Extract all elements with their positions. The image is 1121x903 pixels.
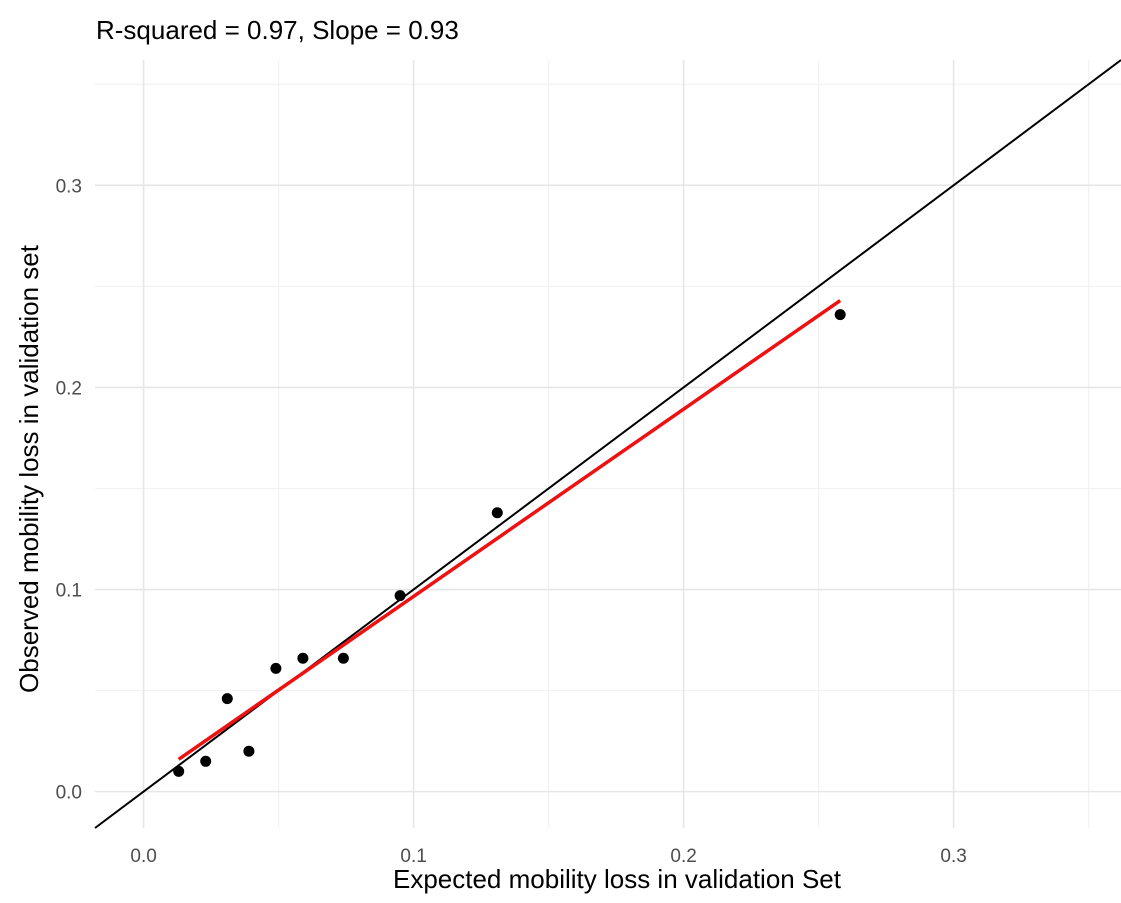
x-tick-label: 0.1 — [400, 846, 426, 867]
data-point — [394, 590, 406, 602]
identity-reference-line — [94, 59, 1121, 829]
x-axis-ticks: 0.0 0.1 0.2 0.3 — [130, 846, 966, 867]
y-tick-label: 0.1 — [56, 581, 82, 602]
data-point — [834, 309, 846, 321]
lines — [94, 59, 1121, 829]
x-tick-label: 0.3 — [940, 846, 966, 867]
data-point — [270, 662, 282, 674]
data-point — [491, 507, 503, 519]
minor-gridlines — [95, 60, 1121, 828]
data-point — [297, 652, 309, 664]
data-point — [243, 745, 255, 757]
y-axis-label: Observed mobility loss in validation set — [14, 244, 44, 693]
data-point — [173, 765, 185, 777]
data-point — [337, 652, 349, 664]
data-points — [173, 309, 846, 777]
x-axis-label: Expected mobility loss in validation Set — [393, 864, 842, 894]
data-point — [200, 755, 212, 767]
regression-fit-line — [177, 299, 842, 761]
y-tick-label: 0.2 — [56, 378, 82, 399]
y-tick-label: 0.3 — [56, 176, 82, 197]
chart-title: R-squared = 0.97, Slope = 0.93 — [96, 15, 459, 45]
x-tick-label: 0.0 — [130, 846, 156, 867]
data-point — [221, 693, 233, 705]
y-axis-ticks: 0.0 0.1 0.2 0.3 — [56, 176, 82, 803]
y-tick-label: 0.0 — [56, 783, 82, 804]
major-gridlines — [95, 60, 1121, 828]
x-tick-label: 0.2 — [670, 846, 696, 867]
